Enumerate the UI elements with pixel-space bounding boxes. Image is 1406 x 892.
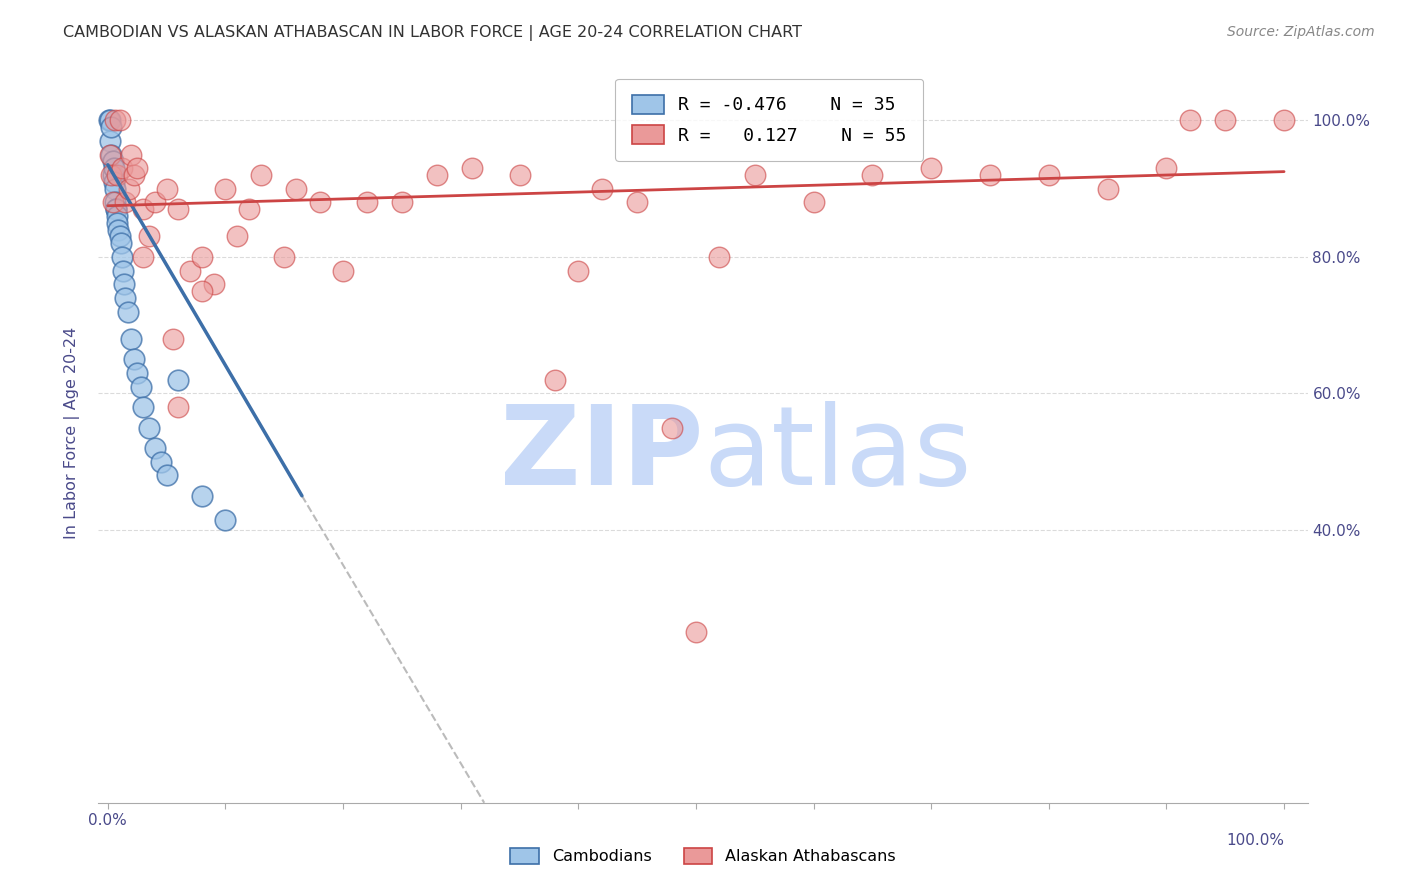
Point bbox=[979, 168, 1001, 182]
Point bbox=[114, 291, 136, 305]
Point bbox=[803, 195, 825, 210]
Point bbox=[214, 182, 236, 196]
Point bbox=[98, 147, 121, 161]
Point bbox=[356, 195, 378, 210]
Point bbox=[138, 229, 160, 244]
Point bbox=[202, 277, 225, 292]
Point bbox=[112, 263, 135, 277]
Point bbox=[156, 182, 179, 196]
Point bbox=[214, 513, 236, 527]
Point bbox=[920, 161, 942, 176]
Point bbox=[108, 229, 131, 244]
Point bbox=[626, 195, 648, 210]
Point bbox=[127, 161, 149, 176]
Point bbox=[156, 468, 179, 483]
Point bbox=[426, 168, 449, 182]
Point bbox=[132, 250, 155, 264]
Point bbox=[461, 161, 484, 176]
Point bbox=[105, 216, 128, 230]
Point bbox=[567, 263, 589, 277]
Point bbox=[111, 161, 134, 176]
Point bbox=[98, 113, 121, 128]
Point bbox=[120, 332, 142, 346]
Point bbox=[308, 195, 330, 210]
Point bbox=[100, 147, 122, 161]
Point bbox=[110, 236, 132, 251]
Point bbox=[101, 168, 124, 182]
Point bbox=[105, 202, 128, 216]
Point bbox=[143, 441, 166, 455]
Text: atlas: atlas bbox=[703, 401, 972, 508]
Text: 100.0%: 100.0% bbox=[1226, 833, 1284, 848]
Point bbox=[101, 195, 124, 210]
Text: CAMBODIAN VS ALASKAN ATHABASCAN IN LABOR FORCE | AGE 20-24 CORRELATION CHART: CAMBODIAN VS ALASKAN ATHABASCAN IN LABOR… bbox=[63, 25, 803, 41]
Point bbox=[1213, 113, 1236, 128]
Point bbox=[685, 625, 707, 640]
Point bbox=[129, 379, 152, 393]
Point bbox=[238, 202, 260, 216]
Point bbox=[285, 182, 308, 196]
Point bbox=[104, 113, 127, 128]
Point bbox=[249, 168, 271, 182]
Point bbox=[179, 263, 201, 277]
Point bbox=[744, 168, 766, 182]
Point bbox=[103, 161, 125, 176]
Point bbox=[149, 455, 172, 469]
Point bbox=[167, 400, 190, 414]
Point bbox=[1272, 113, 1295, 128]
Point bbox=[1178, 113, 1201, 128]
Point bbox=[226, 229, 249, 244]
Point bbox=[544, 373, 567, 387]
Text: ZIP: ZIP bbox=[499, 401, 703, 508]
Point bbox=[118, 182, 141, 196]
Point bbox=[117, 304, 139, 318]
Point bbox=[122, 352, 145, 367]
Point bbox=[508, 168, 530, 182]
Point bbox=[114, 195, 136, 210]
Point bbox=[104, 195, 127, 210]
Point bbox=[98, 113, 121, 128]
Point bbox=[108, 113, 131, 128]
Point bbox=[860, 168, 883, 182]
Point bbox=[391, 195, 413, 210]
Point bbox=[191, 250, 214, 264]
Point bbox=[138, 420, 160, 434]
Point bbox=[111, 250, 134, 264]
Point bbox=[1156, 161, 1178, 176]
Point bbox=[100, 120, 122, 135]
Point bbox=[107, 222, 129, 236]
Point bbox=[98, 134, 121, 148]
Point bbox=[132, 400, 155, 414]
Point bbox=[120, 147, 142, 161]
Point bbox=[273, 250, 295, 264]
Point bbox=[104, 182, 127, 196]
Point bbox=[105, 202, 128, 216]
Point bbox=[191, 489, 214, 503]
Point bbox=[591, 182, 613, 196]
Y-axis label: In Labor Force | Age 20-24: In Labor Force | Age 20-24 bbox=[63, 326, 80, 539]
Point bbox=[103, 175, 125, 189]
Point bbox=[191, 284, 214, 298]
Point bbox=[162, 332, 184, 346]
Point bbox=[1097, 182, 1119, 196]
Point bbox=[105, 168, 128, 182]
Point bbox=[105, 209, 128, 223]
Point bbox=[100, 168, 122, 182]
Point bbox=[101, 154, 124, 169]
Point bbox=[167, 202, 190, 216]
Point bbox=[143, 195, 166, 210]
Point bbox=[122, 168, 145, 182]
Legend: Cambodians, Alaskan Athabascans: Cambodians, Alaskan Athabascans bbox=[503, 841, 903, 871]
Point bbox=[167, 373, 190, 387]
Text: Source: ZipAtlas.com: Source: ZipAtlas.com bbox=[1227, 25, 1375, 39]
Point bbox=[127, 366, 149, 380]
Point bbox=[132, 202, 155, 216]
Point bbox=[332, 263, 354, 277]
Point bbox=[661, 420, 683, 434]
Legend: R = -0.476    N = 35, R =   0.127    N = 55: R = -0.476 N = 35, R = 0.127 N = 55 bbox=[616, 78, 924, 161]
Point bbox=[112, 277, 135, 292]
Point bbox=[709, 250, 731, 264]
Point bbox=[1038, 168, 1060, 182]
